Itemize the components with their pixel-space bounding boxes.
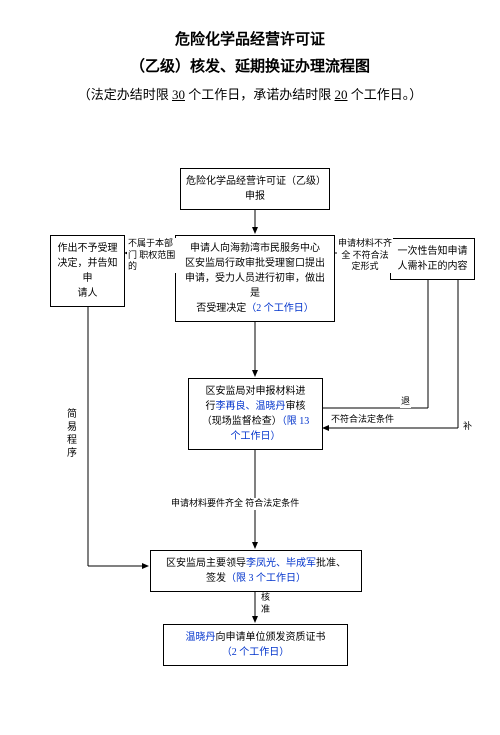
node-intake: 申请人向海勃湾市民服务中心 区安监局行政审批受理窗口提出 申请，受力人员进行初审… [175,235,335,322]
node-review: 区安监局对申报材料进 行李再良、温晓丹审核 （现场监督检查）（限 13 个工作日… [188,378,323,450]
note-suffix: 个工作日。） [348,87,423,102]
node-review-l2b: 李再良、温晓丹 [216,401,286,412]
node-reject: 作出不予受理 决定，并告知申 请人 [50,235,125,307]
node-approve: 区安监局主要领导李凤光、毕成军批准、 签发（限 3 个工作日） [150,550,362,592]
node-review-l3b: （限 13 [282,416,310,427]
node-notify: 一次性告知申请 人需补正的内容 [390,238,475,280]
node-intake-l4b: （2 个工作日） [246,303,314,314]
note: （法定办结时限 30 个工作日，承诺办结时限 20 个工作日。） [0,84,500,103]
node-issue-l2: （2 个工作日） [169,645,342,660]
node-reject-l3: 请人 [56,286,119,301]
node-approve-l2a: 签发 [206,573,226,584]
node-approve-l1a: 区安监局主要领导 [166,558,246,569]
node-apply-l2: 申报 [186,189,324,204]
node-intake-l3: 申请，受力人员进行初审，做出是 [181,271,329,301]
node-review-l2c: 审核 [286,401,306,412]
node-issue: 温晓丹向申请单位颁发资质证书 （2 个工作日） [163,624,348,666]
node-apply: 危险化学品经营许可证（乙级） 申报 [180,168,330,210]
edge-label-nomatch: 不符合法定条件 [330,414,395,426]
node-notify-l2: 人需补正的内容 [396,259,469,274]
node-review-l3a: （现场监督检查） [202,416,282,427]
node-intake-l1: 申请人向海勃湾市民服务中心 [181,241,329,256]
edge-label-left: 不属于本部门 职权范围的 [127,238,177,273]
edge-label-mid1: 申请材料要件齐全 符合法定条件 [170,498,300,510]
title-line1: 危险化学品经营许可证 [0,28,500,49]
node-review-l1: 区安监局对申报材料进 [194,384,317,399]
node-issue-l1b: 向申请单位颁发资质证书 [216,632,326,643]
node-notify-l1: 一次性告知申请 [396,244,469,259]
note-mid: 个工作日，承诺办结时限 [185,87,335,102]
edge-label-approve: 核 准 [260,592,271,615]
note-prefix: （法定办结时限 [78,87,172,102]
side-label: 简 易 程 序 [67,408,77,460]
edge-label-return: 退 [400,396,411,408]
title-line2: （乙级）核发、延期换证办理流程图 [0,55,500,76]
node-approve-l2b: （限 3 个工作日） [226,573,306,584]
node-approve-l1b: 李凤光、毕成军 [246,558,316,569]
node-reject-l1: 作出不予受理 [56,241,119,256]
note-days2: 20 [335,87,348,102]
node-review-l4: 个工作日） [194,429,317,444]
node-intake-l4a: 否受理决定 [196,303,246,314]
node-intake-l2: 区安监局行政审批受理窗口提出 [181,256,329,271]
node-apply-l1: 危险化学品经营许可证（乙级） [186,174,324,189]
note-days1: 30 [172,87,185,102]
node-approve-l1c: 批准、 [316,558,346,569]
node-review-l2a: 行 [206,401,216,412]
edge-label-right: 申请材料不齐全 不符合法定形式 [337,238,393,273]
node-issue-l1a: 温晓丹 [186,632,216,643]
node-reject-l2: 决定，并告知申 [56,256,119,286]
edge-label-bu: 补 [462,421,473,433]
